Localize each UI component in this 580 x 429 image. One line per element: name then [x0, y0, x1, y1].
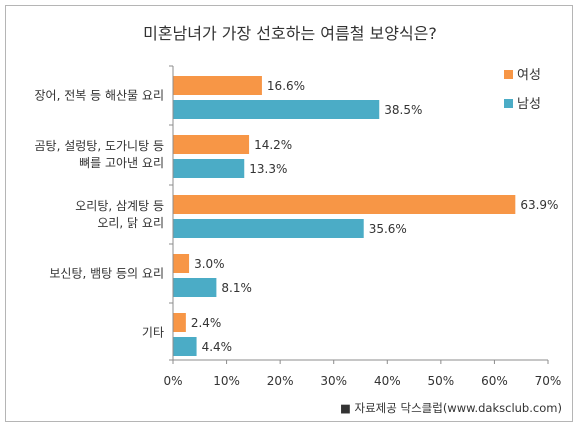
data-label-female-4: 3.0%	[194, 257, 225, 271]
bar-female-2	[173, 135, 250, 154]
x-tick-labels: 0% 10% 20% 30% 40% 50% 60% 70%	[163, 374, 561, 388]
legend-swatch-male	[504, 99, 513, 108]
bar-female-1	[173, 76, 262, 95]
bar-male-1	[173, 100, 380, 119]
data-label-male-3: 35.6%	[369, 222, 407, 236]
data-label-male-5: 4.4%	[202, 340, 233, 354]
category-label-5: 기타	[142, 326, 164, 340]
bar-male-3	[173, 219, 364, 238]
legend-label-female: 여성	[517, 68, 541, 83]
category-label-3-line-1: 오리탕, 삼계탕 등	[75, 199, 164, 213]
bars	[173, 76, 516, 356]
bar-female-3	[173, 195, 516, 214]
category-label-2-line-2: 뼈를 고아낸 요리	[79, 156, 164, 170]
bar-male-4	[173, 278, 217, 297]
data-label-male-4: 8.1%	[221, 281, 252, 295]
data-label-male-2: 13.3%	[249, 162, 287, 176]
x-tick-label-3: 20%	[267, 374, 294, 388]
legend-label-male: 남성	[517, 97, 541, 112]
data-label-female-5: 2.4%	[191, 316, 222, 330]
source-note: ■ 자료제공 닥스클럽(www.daksclub.com)	[340, 401, 562, 415]
bar-male-2	[173, 159, 245, 178]
bar-female-4	[173, 254, 190, 273]
x-tick-label-6: 50%	[428, 374, 455, 388]
category-label-3-line-2: 오리, 닭 요리	[97, 216, 164, 230]
x-tick-label-4: 30%	[320, 374, 347, 388]
bar-male-5	[173, 337, 197, 356]
x-tick-label-1: 0%	[163, 374, 182, 388]
category-label-2-line-1: 곰탕, 설렁탕, 도가니탕 등	[35, 139, 164, 153]
data-label-female-2: 14.2%	[254, 138, 292, 152]
x-tick-label-2: 10%	[213, 374, 240, 388]
data-label-male-1: 38.5%	[384, 103, 422, 117]
axes	[169, 65, 549, 364]
bar-female-5	[173, 313, 186, 332]
data-label-female-1: 16.6%	[267, 79, 305, 93]
category-label-1: 장어, 전복 등 해산물 요리	[35, 89, 164, 103]
x-tick-label-5: 40%	[374, 374, 401, 388]
data-label-female-3: 63.9%	[520, 198, 558, 212]
category-label-4: 보신탕, 뱀탕 등의 요리	[49, 267, 164, 281]
chart-title: 미혼남녀가 가장 선호하는 여름철 보양식은?	[143, 24, 437, 43]
x-tick-label-7: 60%	[481, 374, 508, 388]
legend-swatch-female	[504, 70, 513, 79]
x-tick-label-8: 70%	[535, 374, 562, 388]
data-labels: 16.6% 38.5% 14.2% 13.3% 63.9% 35.6% 3.0% 8.1% 2.…	[191, 79, 559, 354]
